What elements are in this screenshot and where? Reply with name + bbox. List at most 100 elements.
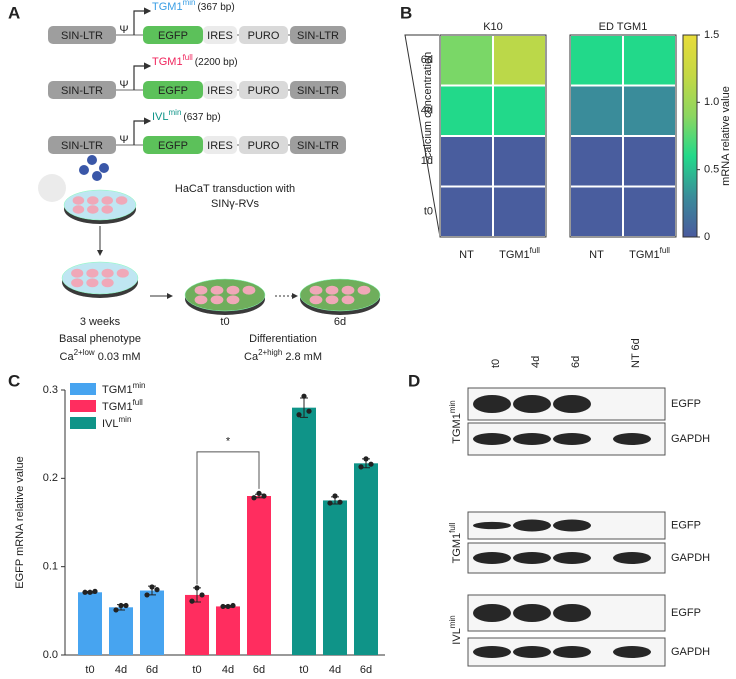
bar: [354, 463, 378, 655]
workflow-text: Basal phenotype: [59, 333, 141, 345]
replicate-point: [256, 490, 262, 496]
legend-label: TGM1min: [102, 381, 145, 396]
cell-colony: [194, 295, 208, 305]
band-label: EGFP: [671, 607, 701, 619]
promoter-label-part: full: [183, 53, 193, 62]
bar: [185, 594, 209, 655]
heatmap-cell: [622, 84, 677, 137]
replicate-point: [189, 598, 195, 604]
construct-label: SIN-LTR: [297, 140, 339, 152]
heatmap-cell: [569, 135, 624, 188]
cell-colony: [226, 285, 240, 295]
legend-label-part: full: [133, 398, 143, 407]
column-label: TGM1full: [499, 246, 540, 261]
replicate-point: [118, 602, 124, 609]
colorbar-tick-label: 1.5: [704, 29, 719, 41]
virus: [92, 171, 102, 181]
construct-label: IRES: [207, 30, 233, 42]
calcium-text-part: 2+low: [74, 348, 95, 357]
replicate-point: [296, 412, 302, 418]
lane-label: 4d: [530, 356, 542, 368]
construct-element: [239, 81, 288, 99]
calcium-text-part: 2.8 mM: [285, 351, 322, 363]
column-label: NT: [589, 249, 604, 261]
replicate-point: [251, 495, 257, 501]
construct-element: [203, 81, 237, 99]
column-label-part: NT: [459, 249, 474, 261]
column-label-part: NT: [589, 249, 604, 261]
band-label: GAPDH: [671, 646, 710, 658]
bar: [323, 500, 347, 655]
construct-label: EGFP: [158, 140, 188, 152]
y-tick-label: 0.3: [43, 384, 58, 396]
panel-label: D: [408, 371, 420, 390]
x-tick-label: 4d: [222, 664, 234, 676]
blot-band: [473, 433, 511, 445]
psi: Ψ: [119, 24, 128, 36]
cell-colony: [309, 285, 323, 295]
x-tick-label: 6d: [360, 664, 372, 676]
cell-colony: [226, 295, 240, 305]
bar: [140, 590, 164, 655]
column-label-part: TGM1: [499, 249, 530, 261]
dish-rim: [184, 278, 266, 312]
virus: [87, 155, 97, 165]
promoter-arrow: [133, 117, 152, 145]
blot-band: [473, 395, 511, 413]
bar: [247, 496, 271, 655]
blot-band: [473, 521, 511, 530]
blot-band: [613, 646, 651, 658]
x-tick-label: 6d: [146, 664, 158, 676]
heatmap-cell: [439, 34, 494, 87]
significance-bracket: [196, 451, 260, 585]
cell-colony: [101, 196, 113, 205]
replicate-point: [220, 603, 226, 610]
promoter-label-part: (2200 bp): [195, 57, 238, 68]
heatmap-cell: [439, 135, 494, 188]
column-label-part: full: [530, 246, 540, 255]
construct-label: EGFP: [158, 30, 188, 42]
workflow-text: 3 weeks: [80, 316, 121, 328]
colorbar-tick-label: 0: [704, 231, 710, 243]
construct-element: [143, 81, 203, 99]
blot-band: [473, 552, 511, 564]
workflow-text: HaCaT transduction with: [175, 183, 295, 195]
replicate-point: [144, 592, 150, 598]
heatmap-frame: [439, 34, 547, 238]
row-label: 4d: [421, 105, 433, 117]
heatmap-cell: [622, 135, 677, 188]
legend-label: TGM1full: [102, 398, 143, 413]
blot-band: [513, 395, 551, 413]
blot-band: [473, 646, 511, 658]
cell-colony: [71, 278, 84, 288]
blot-group-label: TGM1min: [448, 400, 463, 443]
replicate-point: [337, 499, 343, 505]
blot-group-label-part: min: [448, 615, 457, 628]
x-tick-label: t0: [85, 664, 94, 676]
psi: Ψ: [119, 79, 128, 91]
cell-colony: [72, 205, 85, 214]
cell-colony: [87, 196, 99, 205]
legend-swatch: [70, 383, 96, 395]
replicate-point: [368, 461, 374, 467]
legend-label-part: TGM1: [102, 401, 133, 413]
lane-label: t0: [490, 359, 502, 368]
construct-label: PURO: [248, 140, 280, 152]
promoter-label-part: IVL: [152, 111, 169, 123]
blot-band: [513, 604, 551, 622]
calcium-text: Ca2+high 2.8 mM: [244, 348, 322, 363]
heatmap-cell: [492, 135, 547, 188]
heatmap-frame: [569, 34, 677, 238]
lane-label: NT 6d: [630, 338, 642, 368]
legend-label: IVLmin: [102, 415, 131, 430]
replicate-point: [225, 603, 231, 610]
construct-label: SIN-LTR: [61, 140, 103, 152]
bar: [78, 592, 102, 655]
construct-element: [203, 26, 237, 44]
heatmap-cell: [492, 34, 547, 87]
bar: [216, 606, 240, 655]
construct-element: [239, 26, 288, 44]
construct-label: PURO: [248, 30, 280, 42]
replicate-point: [87, 589, 93, 595]
colorbar-label: mRNA relative value: [720, 86, 732, 186]
